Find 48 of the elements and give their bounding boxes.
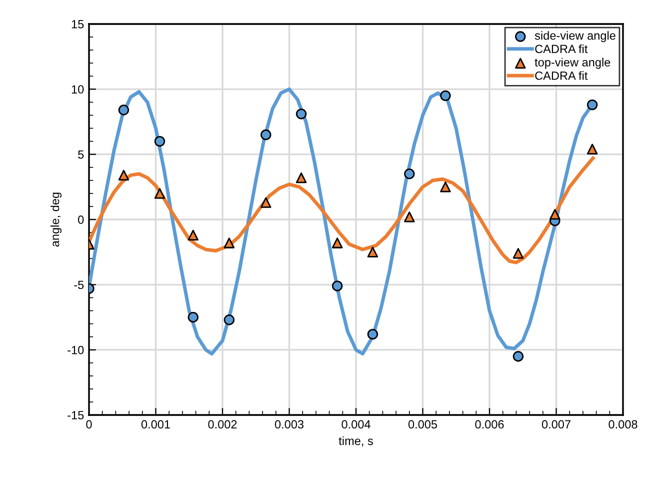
x-tick-label: 0.001	[141, 420, 170, 429]
point	[550, 208, 560, 220]
legend-label: side-view angle	[534, 31, 616, 42]
x-tick-label: 0.005	[408, 420, 438, 429]
y-tick-label: -5	[74, 280, 84, 290]
x-tick-label: 0.007	[542, 420, 570, 429]
point	[118, 104, 130, 116]
point	[260, 197, 272, 208]
point	[586, 99, 598, 110]
x-tick-label: 0.004	[342, 420, 370, 429]
point	[118, 170, 130, 181]
legend-label: top-view angle	[534, 58, 610, 69]
x-tick-label: 0.006	[475, 420, 504, 429]
legend-label: CADRA fit	[535, 71, 588, 80]
point	[367, 246, 378, 258]
point	[440, 182, 451, 192]
point	[332, 238, 343, 248]
point	[586, 144, 598, 154]
point	[512, 248, 524, 259]
y-tick-label: 5	[78, 150, 84, 159]
point	[332, 280, 343, 292]
x-tick-label: 0	[86, 420, 92, 429]
point	[224, 314, 235, 326]
point	[224, 238, 235, 248]
legend-label: CADRA fit	[535, 44, 588, 54]
point	[440, 90, 451, 102]
point	[512, 350, 524, 362]
y-tick-label: 10	[72, 85, 84, 94]
point	[367, 328, 378, 340]
y-axis-title: angle, deg	[50, 192, 62, 247]
point	[188, 230, 198, 240]
line-series	[89, 156, 595, 264]
point	[260, 129, 272, 140]
point	[296, 108, 307, 120]
x-axis-title: time, s	[338, 436, 373, 446]
point	[404, 212, 415, 222]
point	[154, 136, 166, 147]
y-tick-label: 0	[78, 216, 84, 224]
point	[404, 168, 415, 180]
y-tick-label: -10	[68, 346, 84, 354]
x-tick-label: 0.008	[608, 420, 638, 429]
x-tick-label: 0.003	[274, 420, 304, 429]
point	[154, 188, 166, 199]
point	[296, 172, 307, 184]
point	[188, 312, 198, 323]
y-tick-label: 15	[72, 20, 84, 28]
x-tick-label: 0.002	[208, 420, 237, 429]
y-tick-label: -15	[68, 411, 84, 420]
